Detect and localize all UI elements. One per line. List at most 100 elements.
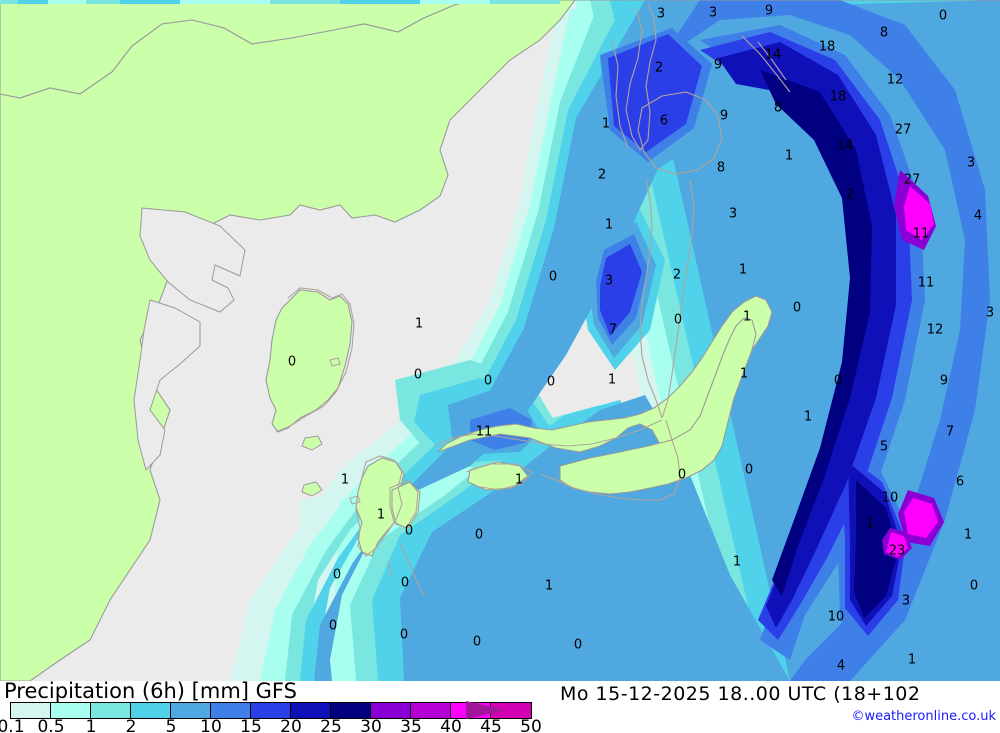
color-scale-overflow-arrow (466, 701, 506, 719)
color-swatch-5 (211, 703, 251, 718)
color-swatch-7 (291, 703, 331, 718)
precip-value-label: 1 (963, 527, 973, 543)
precip-value-label: 0 (474, 527, 484, 543)
legend-tick-40: 40 (440, 717, 462, 733)
precip-value-label: 10 (881, 490, 899, 506)
precip-value-label: 7 (608, 322, 618, 338)
precip-value-label: 3 (656, 6, 666, 22)
color-swatch-0 (11, 703, 51, 718)
precip-value-label: 7 (945, 424, 955, 440)
precip-value-label: 27 (903, 172, 921, 188)
precip-value-label: 10 (827, 609, 845, 625)
precip-value-label: 0 (404, 523, 414, 539)
precip-value-label: 3 (985, 305, 995, 321)
precip-value-label: 0 (332, 567, 342, 583)
precip-value-label: 14 (764, 47, 782, 63)
precip-value-label: 27 (894, 122, 912, 138)
precip-value-label: 2 (597, 167, 607, 183)
precip-value-label: 3 (604, 273, 614, 289)
precip-value-label: 1 (601, 116, 611, 132)
copyright-notice: ©weatheronline.co.uk (851, 709, 996, 724)
legend-title: Precipitation (6h) [mm] GFS (4, 679, 297, 703)
precip-value-label: 0 (328, 618, 338, 634)
precip-value-label: 1 (784, 148, 794, 164)
precip-value-label: 1 (739, 366, 749, 382)
color-swatch-10 (411, 703, 451, 718)
precip-value-label: 2 (672, 267, 682, 283)
precip-value-label: 0 (969, 578, 979, 594)
legend-tick-10: 10 (200, 717, 222, 733)
precip-value-label: 23 (888, 543, 906, 559)
color-scale-ticks: 0.1 0.5 1 2 5 10 15 20 25 30 35 40 45 50 (0, 717, 542, 733)
precip-value-label: 0 (548, 269, 558, 285)
precip-value-label: 0 (413, 367, 423, 383)
precip-value-label: 8 (879, 25, 889, 41)
precip-value-label: 0 (938, 8, 948, 24)
precip-value-label: 0 (792, 300, 802, 316)
coastline-layer (275, 3, 791, 597)
map-canvas (0, 0, 1000, 681)
precip-value-label: 1 (414, 316, 424, 332)
precip-value-label: 0 (546, 374, 556, 390)
legend-tick-45: 45 (480, 717, 502, 733)
legend-tick-25: 25 (320, 717, 342, 733)
color-swatch-9 (371, 703, 411, 718)
precip-value-label: 9 (939, 373, 949, 389)
legend-tick-30: 30 (360, 717, 382, 733)
legend-tick-2: 2 (125, 717, 137, 733)
precip-value-label: 0 (287, 354, 297, 370)
precip-value-label: 1 (607, 372, 617, 388)
model-run-info: Mo 15-12-2025 18..00 UTC (18+102 (560, 683, 921, 705)
precip-value-label: 1 (514, 472, 524, 488)
legend-tick-20: 20 (280, 717, 302, 733)
precip-value-label: 8 (716, 160, 726, 176)
precip-value-label: 1 (742, 309, 752, 325)
precip-value-label: 11 (475, 424, 493, 440)
precip-value-label: 4 (836, 658, 846, 674)
precip-value-label: 9 (764, 3, 774, 19)
precipitation-map[interactable]: 3 3 9 8 0 14 18 2 9 12 1 6 9 8 18 27 14 2 8 1 27 3 1 3 2 11 4 0 3 2 1 1… (0, 0, 1000, 681)
precip-value-label: 0 (677, 467, 687, 483)
precip-value-label: 1 (544, 578, 554, 594)
precip-value-label: 18 (818, 39, 836, 55)
precip-value-label: 1 (604, 217, 614, 233)
precip-value-label: 1 (738, 262, 748, 278)
precip-value-label: 1 (907, 652, 917, 668)
color-swatch-6 (251, 703, 291, 718)
legend-tick-50: 50 (520, 717, 542, 733)
legend-footer: Precipitation (6h) [mm] GFS Mo 15-12-202… (0, 679, 1000, 733)
precip-value-label: 14 (836, 138, 854, 154)
precip-value-label: 0 (673, 312, 683, 328)
precip-value-label: 3 (708, 5, 718, 21)
precip-value-label: 1 (732, 554, 742, 570)
precip-value-label: 1 (865, 516, 875, 532)
precip-value-label: 0 (833, 373, 843, 389)
precip-value-label: 8 (773, 100, 783, 116)
precip-value-label: 18 (829, 89, 847, 105)
precip-value-label: 5 (879, 439, 889, 455)
color-swatch-3 (131, 703, 171, 718)
precip-value-label: 1 (376, 507, 386, 523)
precip-value-label: 0 (400, 575, 410, 591)
legend-tick-1: 1 (85, 717, 97, 733)
precip-value-label: 3 (966, 155, 976, 171)
color-swatch-8 (331, 703, 371, 718)
precip-value-label: 11 (917, 275, 935, 291)
precip-value-label: 1 (803, 409, 813, 425)
color-swatch-2 (91, 703, 131, 718)
precip-value-label: 3 (901, 593, 911, 609)
precip-value-label: 4 (973, 208, 983, 224)
legend-tick-0-5: 0.5 (37, 717, 65, 733)
precip-value-label: 9 (719, 108, 729, 124)
precip-value-label: 6 (955, 474, 965, 490)
precip-value-label: 3 (728, 206, 738, 222)
precip-value-label: 12 (886, 72, 904, 88)
legend-tick-35: 35 (400, 717, 422, 733)
precip-value-label: 6 (659, 113, 669, 129)
legend-tick-0-1: 0.1 (0, 717, 25, 733)
precip-value-label: 1 (340, 472, 350, 488)
precip-value-label: 9 (713, 57, 723, 73)
precip-value-label: 2 (654, 60, 664, 76)
legend-tick-5: 5 (165, 717, 177, 733)
